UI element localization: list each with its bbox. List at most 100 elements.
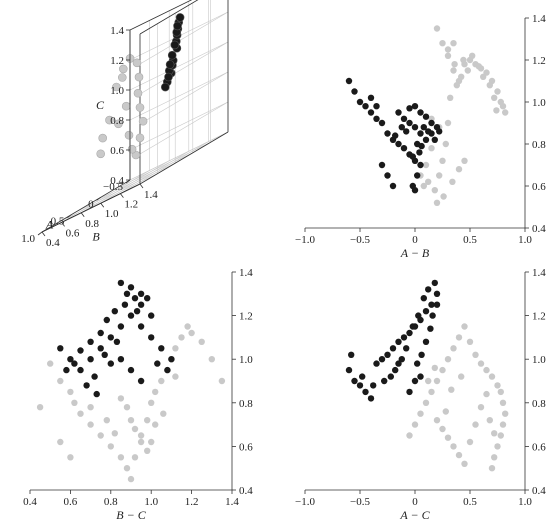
data-point — [477, 404, 485, 411]
x-tick-label: 0.5 — [463, 496, 477, 508]
data-point — [433, 377, 441, 385]
data-point — [461, 323, 468, 330]
side-wall-grid-line — [139, 101, 229, 155]
x-axis-label: A − C — [399, 508, 430, 522]
b-tick-label: 0.8 — [85, 218, 99, 230]
data-point — [427, 325, 434, 332]
data-point — [461, 460, 468, 467]
data-point — [450, 67, 457, 74]
data-point — [362, 103, 369, 110]
data-point — [367, 109, 375, 116]
x-tick-label: 0.8 — [104, 496, 118, 508]
x-tick-label: −0.5 — [350, 234, 370, 246]
data-point — [135, 103, 145, 112]
data-point — [148, 312, 155, 319]
data-point — [422, 338, 430, 345]
data-point — [475, 63, 482, 70]
data-point — [425, 128, 432, 135]
data-point — [160, 410, 167, 417]
data-point — [47, 360, 54, 367]
data-point — [123, 290, 131, 297]
side-wall-grid-line — [139, 11, 229, 65]
data-point — [494, 443, 501, 450]
data-point — [422, 113, 430, 120]
data-point — [398, 356, 405, 363]
data-point — [67, 454, 74, 461]
data-point — [165, 60, 175, 69]
data-point — [411, 377, 419, 385]
back-wall-grid-line — [129, 101, 229, 151]
y-tick-label: 0.6 — [532, 181, 546, 193]
pane-edge — [139, 0, 199, 35]
data-point — [428, 119, 435, 127]
data-point — [418, 351, 425, 358]
data-point — [395, 360, 402, 367]
data-point — [168, 356, 175, 363]
y-tick-label: 0.4 — [532, 485, 546, 497]
data-point — [198, 338, 205, 345]
data-point — [172, 345, 179, 352]
data-point — [77, 347, 84, 354]
y-tick-label: 1.2 — [532, 311, 546, 323]
data-point — [137, 323, 145, 330]
data-point — [131, 295, 139, 302]
data-point — [433, 290, 441, 297]
back-wall-grid-line — [129, 71, 229, 121]
data-point — [67, 388, 74, 396]
data-point — [63, 366, 70, 374]
x-tick-label: −1.0 — [295, 234, 315, 246]
x-tick-label: 0.4 — [23, 496, 37, 508]
data-point — [117, 356, 125, 363]
data-point — [208, 356, 215, 363]
y-tick-label: 1.4 — [532, 13, 546, 25]
b-tick-label: 1.4 — [144, 189, 158, 201]
b-axis-label: B — [92, 229, 100, 243]
data-point — [123, 465, 131, 472]
data-point — [444, 52, 452, 59]
data-point — [113, 338, 121, 345]
data-point — [137, 432, 145, 439]
x-tick-label: −0.5 — [350, 496, 370, 508]
data-point — [411, 421, 419, 428]
data-point — [449, 178, 456, 185]
data-point — [469, 52, 476, 59]
c-tick-label: 1.0 — [110, 85, 124, 97]
data-point — [387, 373, 394, 380]
c-axis-label: C — [96, 98, 105, 112]
b-tick-label: 1.0 — [105, 208, 119, 220]
a-tick-label: 1.0 — [21, 233, 35, 245]
data-point — [345, 77, 353, 85]
data-point — [389, 345, 397, 352]
floor-grid-line — [120, 141, 209, 194]
data-point — [392, 132, 399, 139]
data-point — [491, 94, 498, 102]
data-point — [472, 421, 479, 428]
data-point — [403, 128, 410, 135]
data-point — [124, 130, 134, 140]
data-point — [466, 338, 474, 345]
data-point — [87, 421, 94, 428]
c-tick-label: 1.4 — [110, 25, 124, 37]
data-point — [381, 377, 388, 385]
data-point — [93, 390, 100, 398]
data-point — [431, 136, 438, 143]
data-point — [417, 410, 424, 417]
data-point — [491, 454, 498, 461]
data-point — [433, 301, 441, 308]
data-point — [378, 119, 386, 127]
data-point — [384, 172, 391, 179]
data-point — [188, 329, 195, 337]
c-tick-label: 0.4 — [110, 175, 124, 187]
data-point — [362, 388, 369, 396]
data-point — [384, 130, 391, 137]
x-tick-label: 0.6 — [64, 496, 78, 508]
data-point — [444, 434, 452, 441]
data-point — [117, 454, 125, 461]
data-point — [378, 356, 386, 363]
y-tick-label: 1.4 — [532, 267, 546, 279]
data-point — [433, 199, 441, 206]
data-point — [447, 94, 454, 102]
data-point — [218, 377, 226, 385]
data-point — [502, 109, 509, 116]
data-point — [373, 103, 380, 110]
